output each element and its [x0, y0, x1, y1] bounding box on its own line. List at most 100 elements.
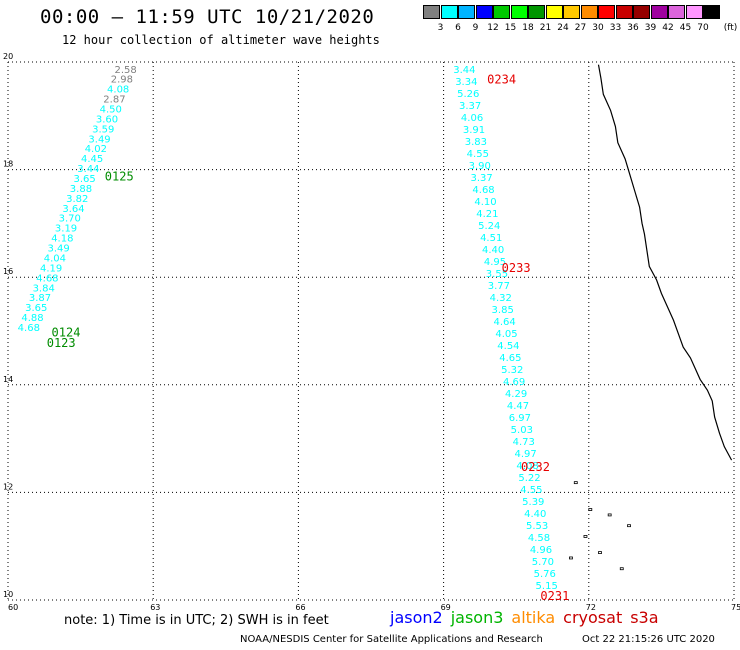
island — [627, 524, 631, 528]
wave-height-value: 3.60 — [96, 114, 118, 125]
wave-height-value: 4.40 — [524, 509, 546, 520]
wave-height-value: 4.65 — [499, 353, 521, 364]
wave-height-value: 5.24 — [478, 221, 500, 232]
lat-tick-label: 10 — [3, 590, 13, 599]
wave-height-value: 4.40 — [482, 245, 504, 256]
color-scale-label: 42 — [662, 23, 674, 33]
color-scale-label: 33 — [609, 23, 622, 33]
color-scale-swatch — [685, 5, 703, 19]
lon-tick-label: 63 — [150, 603, 160, 612]
wave-height-value: 3.91 — [463, 125, 485, 136]
wave-height-value: 3.77 — [488, 281, 510, 292]
color-scale-swatch — [650, 5, 668, 19]
color-scale-swatch — [580, 5, 598, 19]
lat-tick-label: 16 — [3, 267, 13, 276]
pass-time-label: 0123 — [47, 336, 76, 350]
wave-height-value: 4.88 — [21, 313, 43, 324]
lon-tick-label: 66 — [295, 603, 305, 612]
lat-tick-label: 14 — [3, 375, 13, 384]
wave-height-value: 4.68 — [36, 273, 58, 284]
color-scale-swatch — [703, 5, 720, 19]
wave-height-value: 5.03 — [511, 425, 533, 436]
pass-time-label: 0125 — [105, 169, 134, 183]
wave-height-value: 4.18 — [51, 234, 73, 245]
wave-height-value: 4.50 — [100, 104, 122, 115]
mission-legend: jason2 jason3 altika cryosat s3a — [390, 608, 667, 627]
footer-source: NOAA/NESDIS Center for Satellite Applica… — [240, 634, 543, 645]
wave-height-value: 5.32 — [501, 365, 523, 376]
wave-height-value: 4.21 — [476, 209, 498, 220]
wave-height-value: 4.32 — [490, 293, 512, 304]
color-scale-swatch — [545, 5, 563, 19]
color-scale-label: 18 — [522, 23, 534, 33]
wave-height-value: 3.19 — [55, 224, 77, 235]
color-scale-swatch — [493, 5, 510, 19]
mission-legend-altika: altika — [511, 608, 556, 627]
wave-height-value: 4.96 — [530, 545, 552, 556]
island — [569, 556, 573, 560]
wave-height-value: 5.22 — [518, 473, 540, 484]
color-scale-label: 9 — [472, 23, 479, 33]
wave-height-value: 4.55 — [467, 149, 489, 160]
wave-height-value: 5.53 — [526, 521, 548, 532]
color-scale-label: 6 — [455, 23, 461, 33]
coastline — [597, 64, 733, 461]
lat-tick-label: 18 — [3, 160, 13, 169]
wave-height-value: 2.58 — [114, 65, 136, 76]
wave-height-value: 3.44 — [453, 65, 475, 76]
wave-height-value: 4.02 — [85, 144, 107, 155]
color-scale-swatch — [563, 5, 580, 19]
wave-height-value: 3.49 — [47, 244, 69, 255]
wave-height-value: 4.08 — [516, 461, 538, 472]
wave-height-value: 2.87 — [103, 95, 125, 106]
lon-tick-label: 72 — [586, 603, 596, 612]
color-scale-swatch — [423, 5, 440, 19]
color-scale-swatch — [668, 5, 685, 19]
map-subtitle: 12 hour collection of altimeter wave hei… — [62, 33, 380, 47]
wave-height-value: 3.84 — [33, 283, 55, 294]
wave-height-value: 4.19 — [40, 263, 62, 274]
lat-tick-label: 20 — [3, 52, 13, 61]
color-scale-swatch — [598, 5, 615, 19]
color-scale-swatch — [510, 5, 528, 19]
wave-height-value: 5.26 — [457, 89, 479, 100]
units-note: note: 1) Time is in UTC; 2) SWH is in fe… — [64, 613, 329, 628]
color-scale-label: 30 — [592, 23, 604, 33]
wave-height-value: 3.44 — [77, 164, 99, 175]
wave-height-value: 4.45 — [81, 154, 103, 165]
color-scale-label: 3 — [437, 23, 444, 33]
color-scale-label: 27 — [574, 23, 587, 33]
wave-height-value: 4.06 — [461, 113, 483, 124]
color-scale-label: 39 — [644, 23, 657, 33]
wave-height-value: 2.98 — [111, 75, 133, 86]
wave-height-value: 4.05 — [495, 329, 517, 340]
wave-height-value: 4.51 — [480, 233, 502, 244]
color-scale-unit: (ft) — [723, 23, 738, 33]
color-scale-swatch — [633, 5, 650, 19]
wave-height-value: 3.37 — [471, 173, 493, 184]
lat-tick-label: 12 — [3, 482, 13, 491]
island — [607, 513, 612, 517]
footer-timestamp: Oct 22 21:15:26 UTC 2020 — [582, 634, 715, 645]
wave-height-value: 4.68 — [18, 323, 40, 334]
wave-height-value: 3.82 — [66, 194, 88, 205]
color-scale-swatch — [475, 5, 493, 19]
pass-time-label: 0124 — [52, 325, 81, 339]
lon-tick-label: 69 — [441, 603, 451, 612]
mission-legend-jason3: jason3 — [450, 608, 504, 627]
pass-time-label: 0232 — [521, 460, 550, 474]
wave-height-value: 3.70 — [59, 214, 81, 225]
pass-time-label: 0234 — [487, 73, 516, 87]
color-scale-label: 36 — [627, 23, 639, 33]
wave-height-value: 5.70 — [532, 557, 554, 568]
wave-height-value: 3.87 — [29, 293, 51, 304]
island — [588, 508, 593, 511]
wave-height-value: 4.55 — [520, 485, 542, 496]
wave-height-value: 3.85 — [492, 305, 514, 316]
wave-height-value: 4.69 — [503, 377, 525, 388]
wave-height-value: 4.68 — [472, 185, 494, 196]
wave-height-value: 3.55 — [486, 269, 508, 280]
wave-height-value: 3.59 — [92, 124, 114, 135]
